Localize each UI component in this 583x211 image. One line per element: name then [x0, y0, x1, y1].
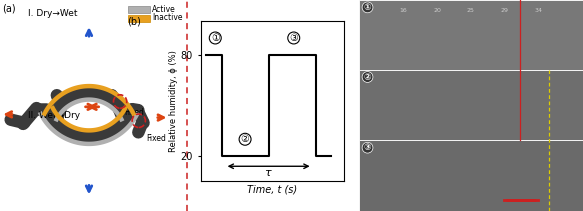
Text: Active: Active: [152, 5, 176, 14]
Text: ①: ①: [211, 33, 220, 43]
Text: 16: 16: [399, 8, 408, 14]
Text: $\tau$: $\tau$: [264, 168, 273, 178]
Text: Fixed: Fixed: [125, 108, 145, 117]
Text: ②: ②: [241, 134, 250, 144]
FancyBboxPatch shape: [359, 0, 583, 70]
FancyBboxPatch shape: [359, 140, 583, 211]
Text: 29: 29: [500, 8, 508, 14]
Text: 20: 20: [433, 8, 441, 14]
Text: ③: ③: [289, 33, 298, 43]
Text: Fixed: Fixed: [146, 134, 166, 143]
Text: II. Wet→Dry: II. Wet→Dry: [28, 111, 80, 120]
FancyBboxPatch shape: [128, 15, 150, 22]
X-axis label: Time, t (s): Time, t (s): [248, 184, 297, 194]
Text: ②: ②: [364, 73, 371, 81]
Text: ①: ①: [364, 3, 371, 12]
Text: (b): (b): [127, 16, 141, 26]
Text: 25: 25: [467, 8, 475, 14]
FancyBboxPatch shape: [359, 70, 583, 140]
Text: (a): (a): [2, 3, 16, 13]
FancyBboxPatch shape: [128, 6, 150, 13]
Y-axis label: Relative humidity, ϕ (%): Relative humidity, ϕ (%): [168, 50, 178, 152]
Text: Inactive: Inactive: [152, 14, 182, 22]
Text: ③: ③: [364, 143, 371, 152]
Text: 34: 34: [534, 8, 542, 14]
Text: I. Dry→Wet: I. Dry→Wet: [28, 9, 78, 19]
